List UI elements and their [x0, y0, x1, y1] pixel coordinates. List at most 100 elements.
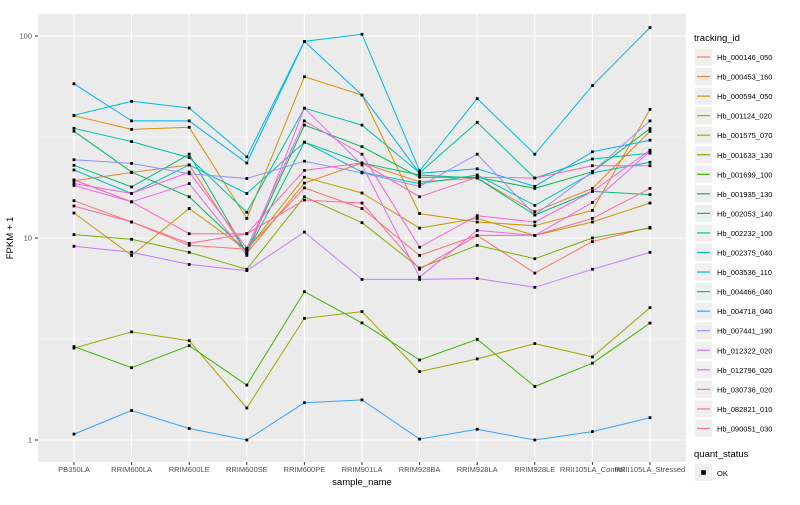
data-point: [303, 106, 306, 110]
data-point: [418, 185, 421, 188]
data-point: [533, 176, 537, 180]
data-point: [187, 119, 191, 123]
data-point: [591, 267, 594, 271]
data-point-markers: [72, 26, 652, 442]
x-tick-label: RRIM600LE: [169, 465, 210, 474]
data-point: [72, 129, 76, 133]
data-point: [72, 211, 76, 215]
x-tick-label: RRIM600SE: [226, 465, 268, 474]
data-point: [245, 249, 249, 253]
data-point: [360, 398, 364, 402]
data-point: [418, 278, 421, 281]
series-points-Hb_004718_040: [72, 398, 652, 442]
legend-tracking-id: tracking_id Hb_000146_050Hb_000453_160Hb…: [694, 33, 772, 437]
data-point: [245, 210, 249, 214]
data-point: [533, 220, 537, 224]
data-point: [187, 125, 191, 129]
legend-item-label: Hb_000146_050: [717, 53, 772, 62]
data-point: [648, 250, 652, 254]
legend2-key-square: [701, 470, 706, 475]
data-point: [72, 113, 76, 117]
legend-item-Hb_002053_140: Hb_002053_140: [695, 204, 772, 222]
data-point: [648, 26, 652, 29]
data-point: [591, 220, 594, 224]
data-point: [360, 201, 364, 205]
data-point: [648, 321, 652, 325]
x-tick-label: RRII105LA_Control: [560, 465, 625, 474]
data-point: [245, 251, 249, 255]
data-point: [245, 192, 249, 195]
data-point: [72, 244, 76, 248]
data-point: [418, 180, 421, 184]
data-point: [475, 220, 479, 224]
data-point: [591, 240, 594, 243]
data-point: [130, 128, 133, 131]
data-point: [245, 217, 249, 220]
data-point: [187, 427, 191, 430]
data-point: [130, 140, 133, 143]
legend-item-Hb_001124_020: Hb_001124_020: [695, 107, 772, 125]
data-point: [475, 357, 479, 361]
data-point: [360, 310, 364, 313]
data-point: [533, 257, 537, 261]
data-point: [130, 237, 133, 241]
data-point: [360, 321, 364, 325]
data-point: [187, 172, 191, 176]
data-point: [591, 170, 594, 174]
legend-item-Hb_012796_020: Hb_012796_020: [695, 361, 772, 379]
legend-item-label: Hb_004466_040: [717, 288, 772, 297]
data-point: [130, 192, 133, 195]
data-point: [591, 190, 594, 193]
data-point: [360, 163, 364, 167]
legend-item-label: Hb_012796_020: [717, 366, 772, 375]
data-point: [648, 151, 652, 155]
data-point: [648, 187, 652, 190]
data-point: [245, 177, 249, 180]
data-point: [72, 346, 76, 350]
legend-item-label: Hb_001699_100: [717, 170, 772, 179]
data-point: [187, 163, 191, 167]
data-point: [533, 210, 537, 214]
x-tick-label: RRIM928LA: [457, 465, 498, 474]
data-point: [475, 173, 479, 177]
data-point: [418, 171, 421, 175]
legend-item-label: Hb_001633_130: [717, 151, 772, 160]
data-point: [303, 401, 306, 405]
data-point: [533, 385, 537, 388]
data-point: [72, 82, 76, 86]
x-tick-label: RRIM928BA: [399, 465, 441, 474]
data-point: [130, 409, 133, 412]
x-tick-label: RRIM928LE: [514, 465, 555, 474]
y-tick-label: 1: [28, 436, 32, 445]
series-points-Hb_001699_100: [72, 290, 652, 388]
data-point: [418, 169, 421, 173]
data-point: [648, 108, 652, 111]
data-point: [360, 152, 364, 156]
data-point: [475, 175, 479, 179]
data-point: [418, 195, 421, 199]
legend-item-Hb_004466_040: Hb_004466_040: [695, 283, 772, 301]
data-point: [418, 245, 421, 249]
data-point: [533, 438, 537, 442]
data-point: [475, 97, 479, 100]
data-point: [648, 226, 652, 230]
data-point: [591, 187, 594, 190]
data-point: [648, 306, 652, 310]
data-point: [360, 161, 364, 165]
legend-item-Hb_000594_050: Hb_000594_050: [695, 87, 772, 105]
data-point: [533, 185, 537, 188]
series-points-Hb_004466_040: [72, 40, 652, 188]
data-point: [245, 155, 249, 159]
data-point: [187, 263, 191, 266]
legend-item-label: Hb_002375_040: [717, 249, 772, 258]
data-point: [130, 330, 133, 334]
data-point: [303, 186, 306, 190]
data-point: [533, 152, 537, 156]
data-point: [533, 204, 537, 207]
legend-item-label: Hb_002232_100: [717, 229, 772, 238]
legend-item-Hb_002232_100: Hb_002232_100: [695, 224, 772, 242]
data-point: [130, 185, 133, 189]
data-point: [130, 119, 133, 123]
data-point: [245, 232, 249, 236]
data-point: [360, 221, 364, 225]
